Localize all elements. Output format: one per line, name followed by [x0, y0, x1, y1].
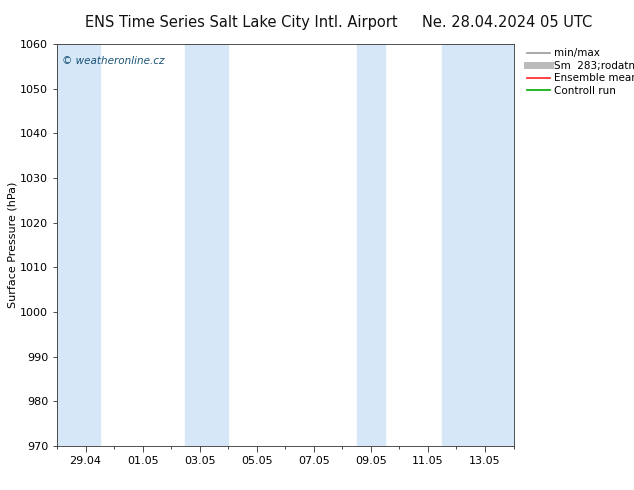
Bar — [356, 44, 385, 446]
Bar — [442, 44, 514, 446]
Text: Ne. 28.04.2024 05 UTC: Ne. 28.04.2024 05 UTC — [422, 15, 592, 30]
Legend: min/max, Sm  283;rodatn acute; odchylka, Ensemble mean run, Controll run: min/max, Sm 283;rodatn acute; odchylka, … — [522, 44, 634, 100]
Text: © weatheronline.cz: © weatheronline.cz — [61, 56, 164, 66]
Bar — [185, 44, 228, 446]
Y-axis label: Surface Pressure (hPa): Surface Pressure (hPa) — [7, 182, 17, 308]
Bar — [57, 44, 100, 446]
Text: ENS Time Series Salt Lake City Intl. Airport: ENS Time Series Salt Lake City Intl. Air… — [84, 15, 398, 30]
